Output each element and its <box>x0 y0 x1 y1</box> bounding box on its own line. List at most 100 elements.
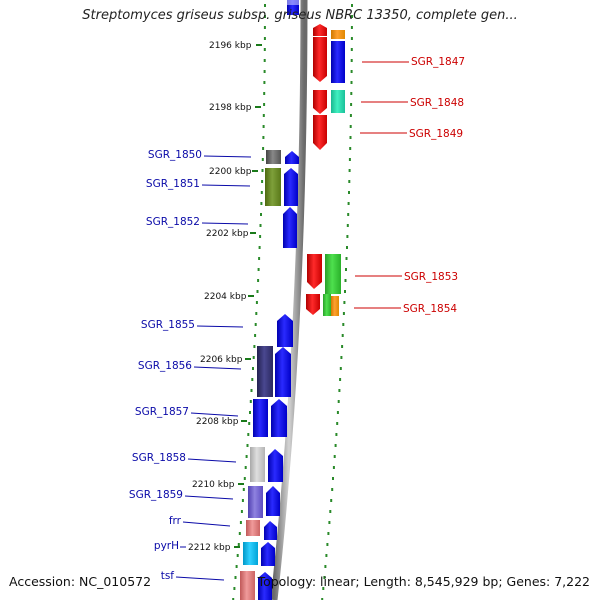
track-dot <box>253 345 256 348</box>
track-dot <box>263 92 266 95</box>
track-dot <box>328 521 331 524</box>
gene-sgr-1853-red[interactable] <box>307 254 322 289</box>
track-dot <box>251 378 254 381</box>
track-dot <box>255 312 258 315</box>
gene-frr-blue[interactable] <box>264 521 277 540</box>
track-dot <box>350 37 353 40</box>
gene-sgr-1847-orange[interactable] <box>331 30 345 39</box>
gene-tsf-pink[interactable] <box>240 571 255 600</box>
track-dot <box>244 466 247 469</box>
gene-sgr-1858-light[interactable] <box>250 447 265 482</box>
gene-sgr-1857-blue[interactable] <box>253 399 268 437</box>
gene-pyrh-cyan[interactable] <box>243 542 258 565</box>
track-dot <box>350 70 353 73</box>
track-dot <box>350 92 353 95</box>
gene-sgr-1849-red[interactable] <box>313 115 327 150</box>
track-dot <box>348 180 351 183</box>
map-title: Streptomyces griseus subsp. griseus NBRC… <box>82 8 518 23</box>
track-dot <box>349 147 352 150</box>
gene-label-sgr-1858[interactable]: SGR_1858 <box>132 452 186 464</box>
gene-label-sgr-1855[interactable]: SGR_1855 <box>141 319 195 331</box>
track-dot <box>345 268 347 271</box>
track-dot <box>263 81 266 84</box>
track-dot <box>263 70 266 73</box>
track-dot <box>232 598 235 600</box>
gene-tsf-blue[interactable] <box>258 572 272 600</box>
track-dot <box>323 576 326 579</box>
gene-sgr-1847-blue[interactable] <box>331 41 345 83</box>
track-dot <box>263 59 266 62</box>
track-dot <box>264 4 266 7</box>
gene-label-tsf[interactable]: tsf <box>161 570 175 582</box>
gene-label-sgr-1857[interactable]: SGR_1857 <box>135 406 189 418</box>
track-dot <box>346 246 348 249</box>
left-gene-labels: SGR_1850 SGR_1851 SGR_1852 SGR_1855 SGR_… <box>129 149 252 582</box>
track-dot <box>249 411 251 414</box>
track-dot <box>243 477 246 480</box>
track-dot <box>257 268 260 271</box>
track-dot <box>346 235 349 238</box>
gene-label-sgr-1854[interactable]: SGR_1854 <box>403 303 457 315</box>
gene-pyrh-blue[interactable] <box>261 542 275 566</box>
gene-sgr-1858-blue[interactable] <box>268 449 283 482</box>
gene-label-sgr-1853[interactable]: SGR_1853 <box>404 271 458 283</box>
track-dot <box>332 466 335 469</box>
gene-label-sgr-1847[interactable]: SGR_1847 <box>411 56 465 68</box>
track-dot <box>325 554 328 557</box>
position-scale: 2196 kbp 2198 kbp 2200 kbp 2202 kbp 2204… <box>188 41 252 553</box>
track-dot <box>350 48 353 51</box>
topology-summary: Topology: linear; Length: 8,545,929 bp; … <box>257 574 590 589</box>
track-dot <box>351 4 353 7</box>
gene-label-frr[interactable]: frr <box>169 515 182 527</box>
gene-sgr-1859-blue[interactable] <box>266 486 280 516</box>
gene-sgr-1850-gray[interactable] <box>266 150 281 164</box>
gene-sgr-1851-blue[interactable] <box>284 168 298 206</box>
gene-sgr-1857-blue-arrow[interactable] <box>271 399 287 437</box>
track-dot <box>261 169 264 172</box>
gene-sgr-1855-blue[interactable] <box>277 314 293 347</box>
gene-label-sgr-1852[interactable]: SGR_1852 <box>146 216 200 228</box>
track-dot <box>340 356 343 359</box>
gene-label-sgr-1849[interactable]: SGR_1849 <box>409 128 463 140</box>
gene-label-pyrh[interactable]: pyrH <box>154 540 179 552</box>
gene-label-sgr-1848[interactable]: SGR_1848 <box>410 97 464 109</box>
gene-frr-pink[interactable] <box>246 520 260 536</box>
track-dot <box>347 213 350 216</box>
gene-sgr-1852-blue[interactable] <box>283 207 297 248</box>
gene-sgr-1850-blue[interactable] <box>285 151 299 164</box>
track-dot <box>254 334 257 337</box>
track-dot <box>321 598 324 600</box>
gene-sgr-1848-teal[interactable] <box>331 90 345 113</box>
track-dot <box>349 136 352 139</box>
gene-sgr-1847-tip <box>313 24 327 36</box>
track-dot <box>326 543 329 546</box>
gene-sgr-1848-red[interactable] <box>313 90 327 114</box>
gene-sgr-1854-green[interactable] <box>323 294 331 316</box>
track-dot <box>247 433 250 436</box>
track-dot <box>248 422 251 425</box>
track-dot <box>236 554 239 557</box>
gene-label-sgr-1851[interactable]: SGR_1851 <box>146 178 200 190</box>
track-dot <box>245 455 248 458</box>
gene-sgr-1851-olive[interactable] <box>265 168 281 206</box>
gene-label-sgr-1856[interactable]: SGR_1856 <box>138 360 192 372</box>
gene-sgr-1854-orange[interactable] <box>331 296 339 316</box>
gene-sgr-1854-red[interactable] <box>306 294 320 315</box>
gene-sgr-1859-lavender[interactable] <box>248 486 263 518</box>
track-dot <box>327 532 330 535</box>
gene-label-sgr-1859[interactable]: SGR_1859 <box>129 489 183 501</box>
track-dot <box>263 48 266 51</box>
track-dot <box>341 334 344 337</box>
track-dot <box>241 499 244 502</box>
gene-sgr-1856-blue[interactable] <box>275 347 291 397</box>
accession-text: Accession: NC_010572 <box>9 574 152 589</box>
track-dot <box>336 411 339 414</box>
gene-label-sgr-1850[interactable]: SGR_1850 <box>148 149 202 161</box>
gene-sgr-1847-red[interactable] <box>313 37 327 82</box>
gene-sgr-1853-green[interactable] <box>325 254 341 294</box>
track-dot <box>350 81 353 84</box>
track-dot <box>350 26 353 29</box>
position-label: 2198 kbp <box>209 103 252 113</box>
gene-sgr-1856-navy[interactable] <box>257 346 273 397</box>
position-label: 2202 kbp <box>206 229 249 239</box>
